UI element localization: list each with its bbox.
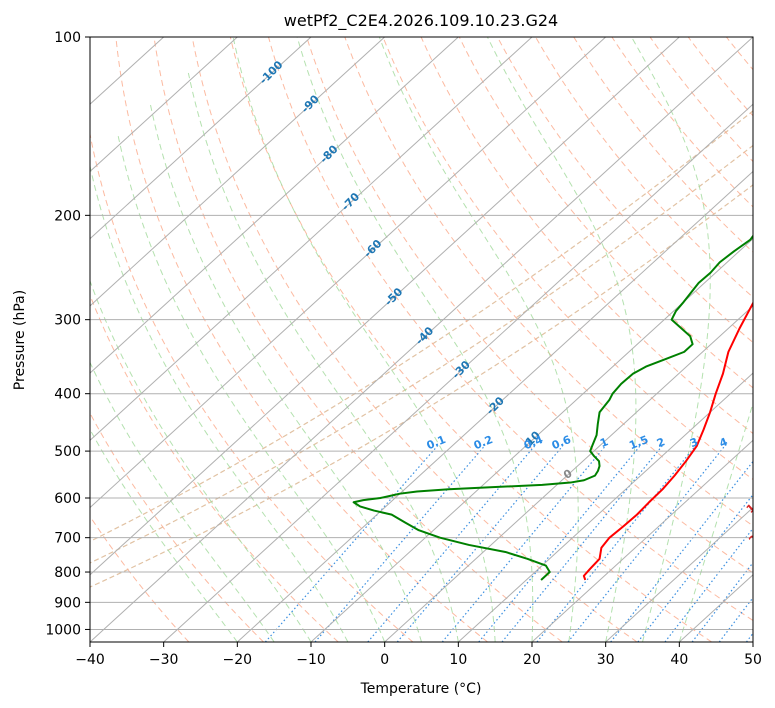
dry-adiabat-line: [649, 37, 753, 163]
x-tick-label: 30: [597, 652, 615, 668]
y-tick-label: 900: [54, 595, 81, 611]
x-tick-label: 40: [670, 652, 688, 668]
moist-adiabat-line: [296, 37, 534, 642]
x-tick-label: −20: [223, 652, 253, 668]
isotherm-line: [90, 37, 680, 576]
moist-adiabat-line: [90, 279, 312, 642]
dendritic-line: [90, 184, 753, 588]
mixing-ratio-label: 3: [688, 435, 700, 450]
moist-adiabat-line: [487, 37, 637, 642]
y-tick-label: 1000: [45, 622, 81, 638]
isotherm-line: [310, 237, 753, 642]
x-tick-label: −10: [296, 652, 326, 668]
isotherm-line: [384, 305, 753, 642]
mixing-ratio-line: [367, 445, 536, 642]
x-axis-ticks: −40 −30 −20 −10 0 10 20 30 40 50: [75, 642, 762, 668]
isotherm-line: [90, 37, 238, 173]
mixing-ratio-line: [664, 527, 753, 642]
isotherms: [90, 37, 753, 642]
y-axis-ticks: 100 200 300 400 500 600 700 800 900 1000: [45, 30, 90, 638]
isotherm-line: [90, 37, 459, 374]
y-tick-label: 800: [54, 565, 81, 581]
dendritic-lines: [90, 110, 753, 588]
isotherm-line: [531, 439, 753, 642]
dry-adiabat-line: [573, 37, 753, 253]
dry-adiabat-line: [382, 37, 753, 481]
moist-adiabat-line: [232, 37, 496, 642]
mixing-ratio-line: [441, 445, 606, 642]
dry-adiabat-line: [344, 37, 753, 527]
moist-adiabat-line: [90, 428, 238, 642]
mixing-ratio-line: [396, 445, 564, 642]
dry-adiabat-line: [268, 37, 753, 622]
x-tick-label: 10: [449, 652, 467, 668]
mixing-ratio-line: [264, 445, 438, 642]
profile-lines: [352, 234, 753, 581]
dry-adiabat-line: [191, 37, 638, 642]
y-tick-label: 200: [54, 208, 81, 224]
moist-adiabat-line: [149, 104, 422, 642]
y-tick-label: 400: [54, 387, 81, 403]
plot-frame: [89, 36, 754, 643]
moist-adiabat-line: [378, 37, 579, 642]
isotherm-line: [90, 37, 533, 442]
x-tick-label: −30: [149, 652, 179, 668]
y-tick-label: 300: [54, 313, 81, 329]
moist-adiabat-line: [678, 401, 753, 642]
dendritic-line: [90, 110, 753, 543]
y-tick-label: 600: [54, 491, 81, 507]
temperature-profile-line: [582, 301, 753, 581]
plot-area: -100-90-80-70-60-50-40-30-20-1000.1 0.2 0.…: [90, 37, 766, 642]
dry-adiabat-line: [420, 37, 753, 435]
y-tick-label: 100: [54, 30, 81, 46]
mixing-ratio-line: [610, 460, 753, 642]
isotherm-line: [605, 506, 753, 642]
dewpoint-profile-line: [352, 234, 753, 581]
pressure-gridlines: [90, 37, 753, 630]
dry-adiabat-label: 20: [746, 527, 766, 547]
x-tick-label: 0: [380, 652, 389, 668]
mixing-ratio-line: [637, 493, 753, 642]
dry-adiabat-line: [229, 37, 712, 642]
isotherm-line: [457, 372, 753, 642]
mixing-ratio-label: 1: [598, 435, 610, 450]
isotherm-line: [90, 37, 386, 307]
y-tick-label: 500: [54, 444, 81, 460]
isotherm-line: [163, 103, 753, 642]
mixing-ratio-lines: [264, 445, 753, 642]
isotherm-line: [90, 37, 312, 240]
moist-adiabats: [90, 37, 753, 642]
y-axis-title: Pressure (hPa): [12, 290, 28, 390]
dry-adiabat-line: [90, 412, 264, 642]
moist-adiabat-line: [631, 37, 711, 642]
dry-adiabat-line: [306, 37, 753, 574]
dendritic-line: [90, 144, 753, 564]
x-tick-label: 20: [523, 652, 541, 668]
isotherm-line: [90, 37, 607, 509]
dry-adiabat-line: [153, 37, 563, 642]
dry-adiabats: [90, 37, 753, 642]
chart-title: wetPf2_C2E4.2026.109.10.23.G24: [284, 11, 558, 31]
x-axis-title: Temperature (°C): [360, 681, 482, 697]
isotherm-line: [236, 170, 753, 642]
moist-adiabat-line: [187, 72, 459, 642]
mixing-ratio-label: 2: [655, 435, 667, 450]
dry-adiabat-line: [90, 131, 414, 642]
dry-adiabat-line: [458, 37, 753, 389]
x-tick-label: 50: [744, 652, 762, 668]
x-tick-label: −40: [75, 652, 105, 668]
y-tick-label: 700: [54, 531, 81, 547]
dry-adiabat-label: 10: [744, 496, 764, 516]
isotherm-line: [90, 37, 753, 642]
dry-adiabat-line: [496, 37, 753, 344]
dry-adiabat-line: [115, 37, 488, 642]
